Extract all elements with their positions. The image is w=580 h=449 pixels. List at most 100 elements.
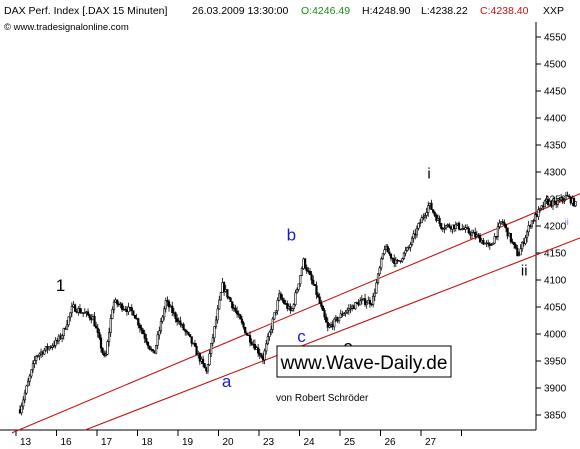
candle-body	[514, 244, 517, 249]
candle-body	[22, 399, 25, 407]
candle-body	[354, 302, 357, 310]
candle-body	[148, 345, 151, 350]
candle-body	[137, 318, 140, 326]
candle-body	[227, 296, 231, 299]
y-tick-label: 4250	[544, 195, 567, 206]
candle-body	[223, 282, 226, 292]
candle-body	[106, 341, 109, 355]
candle-body	[323, 310, 326, 318]
candle-body	[268, 331, 271, 337]
candle-body	[466, 227, 469, 229]
candle-body	[470, 232, 474, 236]
candle-body	[140, 327, 143, 331]
candle-body	[158, 330, 161, 336]
candle-body	[440, 223, 443, 229]
candle-body	[166, 300, 169, 302]
wave-label: a	[222, 372, 232, 391]
candle-body	[376, 273, 380, 284]
candle-body	[156, 334, 159, 346]
candle-body	[52, 345, 56, 347]
header-symbol: XXP	[543, 5, 564, 17]
candle-body	[312, 279, 315, 285]
candle-body	[101, 347, 104, 354]
candle-body	[214, 319, 218, 327]
x-tick-label: 27	[425, 437, 437, 448]
candle-body	[161, 316, 164, 322]
candle-body	[316, 294, 320, 298]
candle-body	[219, 292, 222, 301]
candle-body	[346, 309, 349, 313]
candle-body	[213, 326, 216, 339]
candle-body	[93, 316, 96, 327]
branding-box: www.Wave-Daily.de	[276, 345, 452, 378]
candle-body	[132, 310, 135, 316]
candle-body	[250, 341, 253, 345]
candle-body	[380, 258, 383, 269]
candle-body	[206, 364, 210, 372]
candle-body	[95, 325, 98, 329]
trendlines	[11, 193, 580, 434]
candle-body	[402, 252, 406, 260]
y-tick-label: 4150	[544, 249, 567, 260]
candle-body	[401, 258, 404, 262]
candle-body	[111, 309, 114, 319]
branding-author: von Robert Schröder	[276, 393, 369, 404]
candle-body	[305, 267, 308, 272]
candle-body	[420, 217, 423, 224]
x-tick-label: 16	[61, 437, 73, 448]
candle-body	[62, 328, 65, 336]
candle-body	[127, 306, 130, 312]
candle-body	[201, 358, 205, 364]
candle-body	[78, 308, 82, 313]
candle-body	[269, 329, 273, 333]
x-axis-ticks: 13 16 17 18 19 20 23 24 25 26 27	[15, 430, 462, 448]
candle-body	[519, 248, 522, 256]
candle-body	[159, 320, 163, 332]
candle-body	[537, 209, 540, 218]
wave-label: b	[287, 226, 296, 245]
candle-body	[412, 233, 415, 239]
candle-body	[143, 333, 146, 339]
candle-body	[383, 249, 386, 255]
candle-body	[419, 222, 422, 224]
x-tick-label: 23	[263, 437, 275, 448]
candle-body	[315, 285, 318, 295]
candle-body	[109, 318, 112, 333]
candle-body	[96, 327, 99, 333]
candle-body	[477, 234, 480, 237]
candle-body	[65, 324, 69, 330]
candle-body	[558, 199, 561, 202]
candle-body	[208, 353, 211, 366]
candle-body	[133, 315, 137, 319]
candle-body	[182, 324, 185, 331]
candle-body	[409, 244, 412, 248]
candle-body	[25, 385, 28, 394]
candle-body	[43, 349, 46, 355]
chart-title: DAX Perf. Index [.DAX 15 Minuten]	[4, 5, 167, 17]
candle-body	[474, 232, 477, 237]
candle-body	[138, 324, 141, 329]
candlesticks	[18, 191, 577, 416]
candle-body	[381, 253, 384, 260]
candle-body	[308, 271, 312, 275]
candle-body	[496, 226, 500, 237]
candle-body	[423, 215, 427, 218]
y-tick-label: 4450	[544, 87, 567, 98]
wave-label: ii	[565, 217, 569, 227]
branding-frame	[276, 345, 452, 378]
candle-body	[417, 223, 420, 229]
candle-body	[310, 274, 313, 281]
candle-body	[299, 275, 302, 285]
candle-body	[187, 331, 190, 335]
candle-body	[404, 250, 407, 254]
candle-body	[226, 289, 229, 298]
candle-body	[568, 195, 571, 198]
candle-body	[320, 302, 323, 307]
candle-body	[98, 332, 101, 339]
candle-body	[193, 343, 197, 347]
candle-body	[248, 335, 252, 343]
candle-body	[257, 347, 260, 354]
candle-body	[30, 369, 33, 377]
candle-body	[325, 316, 328, 323]
candle-body	[516, 247, 519, 257]
